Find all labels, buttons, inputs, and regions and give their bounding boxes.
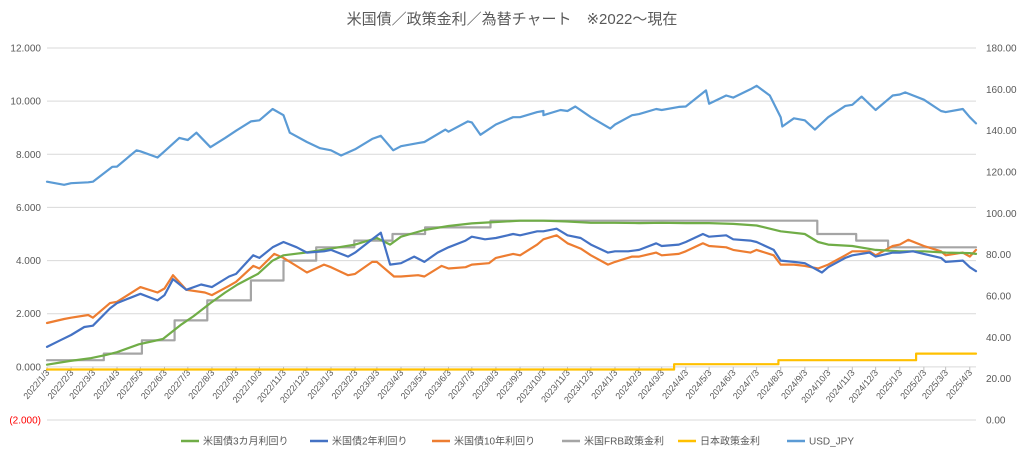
y-left-tick-label: 4.000 — [16, 256, 41, 267]
y-left-tick-label: 6.000 — [16, 203, 41, 214]
y-right-tick-label: 160.00 — [986, 85, 1017, 96]
y-right-tick-label: 0.00 — [986, 416, 1006, 427]
y-left-tick-label: 2.000 — [16, 309, 41, 320]
legend: 米国債3カ月利回り 米国債2年利回り 米国債10年利回り 米国FRB政策金利 日本政策金… — [181, 435, 854, 448]
y-left-tick-label: 8.000 — [16, 150, 41, 161]
legend-label: 米国FRB政策金利 — [584, 435, 664, 448]
gridlines — [47, 47, 976, 421]
series-line — [45, 84, 978, 186]
y-right-tick-label: 100.00 — [986, 209, 1017, 220]
y-left-tick-label: 12.000 — [10, 44, 41, 55]
y-right-tick-label: 20.00 — [986, 374, 1011, 385]
legend-label: USD_JPY — [809, 437, 854, 448]
y-left-tick-label: 0.000 — [16, 362, 41, 373]
legend-label: 米国債10年利回り — [454, 435, 535, 448]
y-axis-right: 0.00 20.00 40.00 60.00 80.00 100.00 120.00 140.… — [986, 44, 1017, 427]
series-line — [45, 352, 978, 371]
y-right-tick-label: 180.00 — [986, 44, 1017, 55]
series-lines — [45, 84, 978, 371]
series-line — [45, 234, 978, 325]
y-right-tick-label: 40.00 — [986, 333, 1011, 344]
chart-title: 米国債／政策金利／為替チャート ※2022～現在 — [347, 11, 678, 28]
legend-label: 日本政策金利 — [700, 435, 760, 448]
series-line — [45, 219, 978, 366]
series-line — [45, 227, 978, 348]
y-left-tick-label: (2.000) — [9, 416, 41, 427]
y-right-tick-label: 80.00 — [986, 250, 1011, 261]
y-axis-left: (2.000) 0.000 2.000 4.000 6.000 8.000 10.000 12… — [9, 44, 41, 427]
y-right-tick-label: 120.00 — [986, 168, 1017, 179]
x-tick-label: 2025/4/3 — [944, 368, 974, 401]
x-axis: 2022/1/32022/2/32022/3/32022/4/32022/5/3… — [21, 366, 974, 405]
y-right-tick-label: 140.00 — [986, 126, 1017, 137]
legend-label: 米国債2年利回り — [332, 435, 408, 448]
y-right-tick-label: 60.00 — [986, 292, 1011, 303]
legend-label: 米国債3カ月利回り — [203, 435, 289, 448]
y-left-tick-label: 10.000 — [10, 97, 41, 108]
